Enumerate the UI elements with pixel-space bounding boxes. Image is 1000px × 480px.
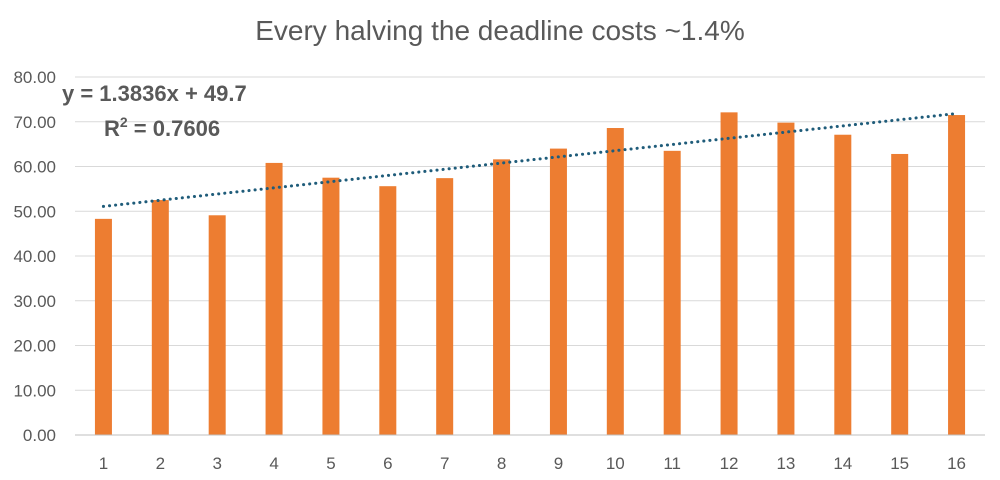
x-tick-label: 5	[326, 454, 335, 473]
x-tick-label: 8	[497, 454, 506, 473]
gridlines	[75, 76, 985, 391]
bar	[322, 177, 340, 435]
y-tick-label: 10.00	[13, 381, 56, 400]
trendline-r-squared: R2 = 0.7606	[104, 114, 220, 141]
y-tick-label: 80.00	[13, 68, 56, 87]
x-tick-label: 3	[212, 454, 221, 473]
y-tick-label: 70.00	[13, 113, 56, 132]
bar	[891, 153, 909, 435]
r-squared-symbol: R	[104, 116, 120, 141]
bar	[606, 128, 624, 435]
y-axis-tick-labels: 0.00 10.00 20.00 30.00 40.00 50.00 60.00 70.00 8…	[13, 68, 56, 445]
bar	[208, 215, 226, 435]
trendline-path	[101, 112, 959, 208]
x-tick-label: 11	[663, 454, 681, 473]
bar	[948, 115, 966, 435]
x-tick-label: 10	[606, 454, 625, 473]
x-tick-label: 9	[554, 454, 563, 473]
x-tick-label: 7	[440, 454, 449, 473]
bar	[493, 159, 511, 435]
bar	[777, 122, 795, 436]
bar	[549, 148, 567, 435]
x-tick-label: 1	[99, 454, 108, 473]
x-tick-label: 12	[720, 454, 739, 473]
trendline-equation: y = 1.3836x + 49.7	[62, 81, 247, 106]
x-tick-label: 6	[383, 454, 392, 473]
bar	[94, 218, 112, 435]
x-tick-label: 16	[947, 454, 966, 473]
y-tick-label: 0.00	[23, 426, 56, 445]
y-tick-label: 20.00	[13, 337, 56, 356]
bar	[436, 178, 454, 435]
bar	[151, 200, 169, 435]
x-tick-label: 13	[776, 454, 795, 473]
trendline	[101, 112, 959, 208]
bar	[720, 112, 738, 435]
x-axis-tick-labels: 1 2 3 4 5 6 7 8 9 10 11 12 13 14 15 16	[99, 454, 966, 473]
y-tick-label: 60.00	[13, 158, 56, 177]
bar	[265, 162, 283, 436]
bar	[834, 134, 852, 436]
r-squared-value: = 0.7606	[128, 116, 220, 141]
y-tick-label: 50.00	[13, 202, 56, 221]
x-tick-label: 14	[833, 454, 852, 473]
y-tick-label: 40.00	[13, 247, 56, 266]
y-tick-label: 30.00	[13, 292, 56, 311]
chart-title: Every halving the deadline costs ~1.4%	[255, 15, 745, 46]
x-tick-label: 15	[890, 454, 909, 473]
bars	[94, 112, 966, 436]
r-squared-superscript: 2	[120, 114, 128, 130]
bar	[379, 186, 397, 435]
x-tick-label: 4	[269, 454, 278, 473]
bar	[663, 150, 681, 435]
x-tick-label: 2	[156, 454, 165, 473]
